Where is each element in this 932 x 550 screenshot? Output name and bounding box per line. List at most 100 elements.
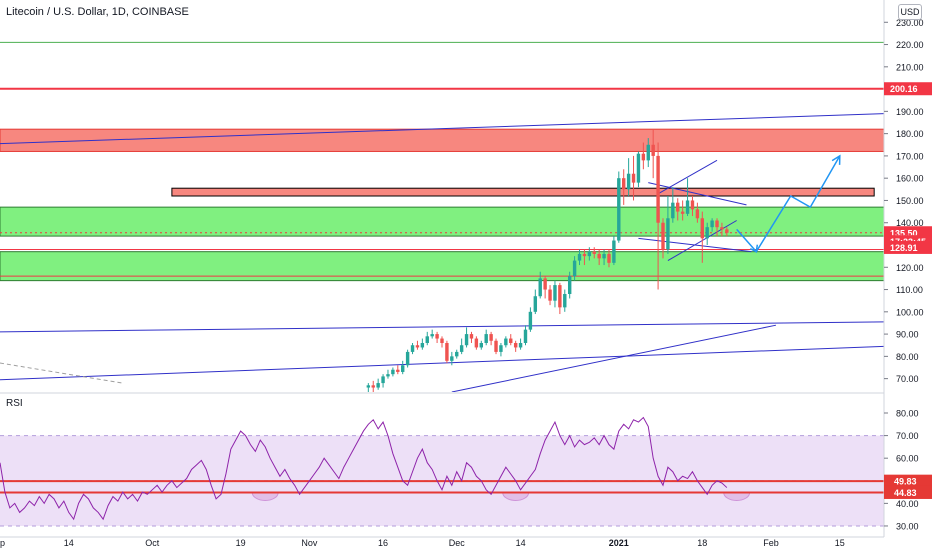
rsi-pane[interactable] <box>0 416 884 527</box>
trendline-4 <box>648 182 747 206</box>
candle-body-12 <box>425 336 429 343</box>
price-tick-label-3: 100.00 <box>896 307 924 317</box>
time-tick-label-11: 15 <box>835 538 845 548</box>
candle-body-65 <box>685 200 690 214</box>
currency-button[interactable]: USD <box>898 4 922 20</box>
time-tick-label-3: 19 <box>236 538 246 548</box>
candle-body-44 <box>582 253 587 257</box>
rsi-tick-label-4: 70.00 <box>896 431 919 441</box>
candle-body-18 <box>455 351 459 357</box>
candle-body-36 <box>543 278 547 290</box>
trendline-2 <box>0 345 884 381</box>
candle-body-19 <box>459 345 464 352</box>
candle-body-52 <box>622 178 626 190</box>
candle-body-37 <box>548 289 552 301</box>
candle-body-16 <box>445 343 449 361</box>
rsi-tick-label-0: 30.00 <box>896 521 919 531</box>
candle-body-58 <box>651 144 655 156</box>
candle-body-21 <box>469 334 474 339</box>
candle-body-46 <box>592 251 596 254</box>
candle-body-39 <box>558 285 562 308</box>
candle-body-31 <box>518 343 523 348</box>
candle-body-33 <box>528 311 533 330</box>
candle-body-1 <box>371 385 375 388</box>
candle-body-62 <box>671 202 675 219</box>
rsi-tick-label-3: 60.00 <box>896 454 919 464</box>
candle-body-32 <box>523 329 528 343</box>
projection-path <box>736 155 841 253</box>
price-label-bg-0 <box>884 82 932 96</box>
candle-body-45 <box>587 251 592 257</box>
time-tick-label-0: ep <box>0 538 5 548</box>
trendline-6 <box>657 159 718 195</box>
time-tick-label-9: 18 <box>697 538 707 548</box>
rsi-label: RSI <box>6 398 23 409</box>
time-tick-label-5: 16 <box>378 538 388 548</box>
zone-0 <box>0 128 884 152</box>
price-tick-label-5: 120.00 <box>896 263 924 273</box>
candle-body-15 <box>440 338 444 343</box>
price-tick-label-15: 220.00 <box>896 40 924 50</box>
candle-body-6 <box>396 369 400 372</box>
candle-body-50 <box>612 240 616 263</box>
rsi-value-label-0: 49.83 <box>894 477 917 487</box>
candle-body-28 <box>504 338 508 346</box>
candle-body-63 <box>676 202 680 212</box>
candle-body-64 <box>680 211 685 214</box>
candle-body-10 <box>415 345 420 348</box>
time-axis[interactable]: ep 14 Oct 19 Nov 16 Dec 14 2021 18 Feb 15 <box>0 536 884 548</box>
candle-body-8 <box>405 351 410 366</box>
candle-body-30 <box>513 343 518 348</box>
candle-body-26 <box>494 340 498 352</box>
price-tick-label-9: 160.00 <box>896 174 924 184</box>
candle-body-57 <box>646 144 650 161</box>
candle-body-14 <box>435 334 439 339</box>
price-tick-label-12: 190.00 <box>896 107 924 117</box>
candle-body-53 <box>626 173 631 190</box>
rsi-dip-2 <box>723 491 751 501</box>
price-label-bg-3 <box>884 240 932 254</box>
rsi-value-label-1: 44.83 <box>894 488 917 498</box>
zone-2 <box>0 206 884 237</box>
candle-body-35 <box>538 278 542 297</box>
price-tick-label-2: 90.00 <box>896 330 919 340</box>
price-pane[interactable] <box>0 41 884 394</box>
price-tick-label-4: 110.00 <box>896 285 923 295</box>
candle-body-34 <box>533 296 538 312</box>
candle-body-67 <box>695 209 700 219</box>
candle-body-9 <box>410 345 415 352</box>
candle-body-38 <box>553 285 557 301</box>
trendline-8 <box>0 362 123 384</box>
candle-body-0 <box>366 385 371 388</box>
time-tick-label-4: Nov <box>301 538 318 548</box>
chart-title: Litecoin / U.S. Dollar, 1D, COINBASE <box>6 6 189 18</box>
price-tick-label-7: 140.00 <box>896 218 924 228</box>
trendline-3 <box>451 324 777 392</box>
trendline-1 <box>0 321 884 333</box>
price-tick-label-8: 150.00 <box>896 196 924 206</box>
price-label-1: 135.50 <box>890 228 918 238</box>
candle-body-3 <box>381 376 385 384</box>
rsi-tick-label-1: 40.00 <box>896 499 919 509</box>
projection-arrowhead <box>831 154 841 165</box>
rsi-line <box>0 416 728 521</box>
candle-body-13 <box>430 334 434 337</box>
candle-body-69 <box>705 227 709 239</box>
candle-body-22 <box>474 338 479 348</box>
candle-body-43 <box>577 253 582 261</box>
time-tick-label-7: 14 <box>516 538 526 548</box>
price-tick-label-0: 70.00 <box>896 374 919 384</box>
candle-body-73 <box>725 229 729 233</box>
candle-body-49 <box>607 253 611 263</box>
candle-body-40 <box>563 294 567 308</box>
trendline-0 <box>0 113 884 145</box>
candle-body-59 <box>656 155 660 223</box>
candle-body-24 <box>484 334 488 343</box>
time-tick-label-2: Oct <box>145 538 160 548</box>
candle-body-11 <box>420 343 425 348</box>
price-axis[interactable]: 70.0080.0090.00100.00110.00120.00130.001… <box>883 0 932 537</box>
candle-body-71 <box>715 220 719 228</box>
price-tick-label-10: 170.00 <box>896 151 924 161</box>
price-tick-label-16: 230.00 <box>896 18 924 28</box>
